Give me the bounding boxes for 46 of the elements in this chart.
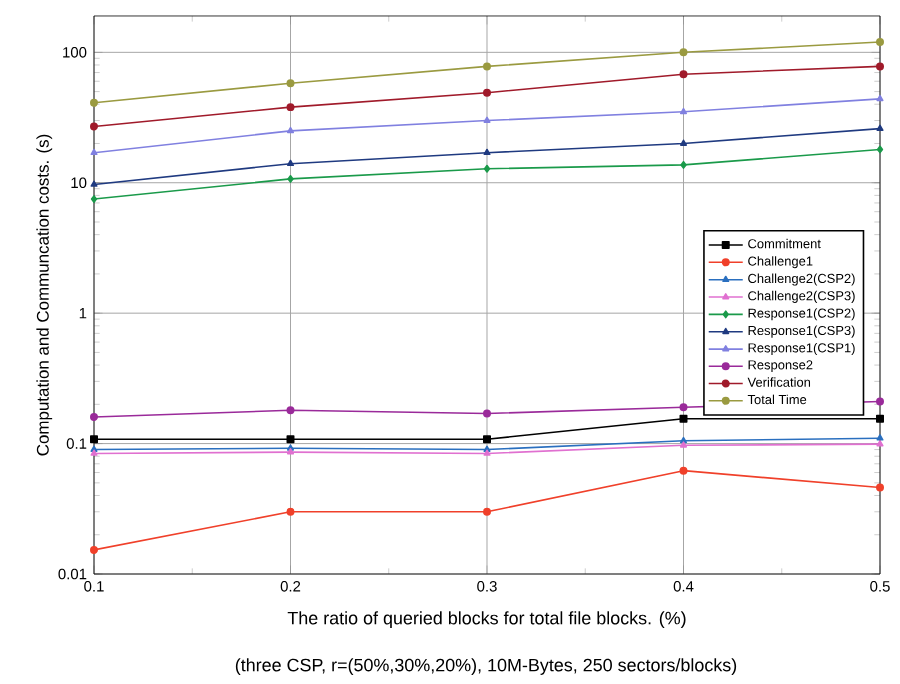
point <box>679 70 688 79</box>
point <box>483 409 491 418</box>
point <box>483 507 491 516</box>
point <box>90 435 98 444</box>
point <box>876 94 884 102</box>
point <box>679 466 688 475</box>
point <box>876 434 884 441</box>
point <box>483 62 491 71</box>
point <box>483 116 491 123</box>
point <box>876 483 884 492</box>
point <box>90 148 98 156</box>
point <box>679 414 688 423</box>
point <box>483 88 491 97</box>
point <box>680 160 687 169</box>
point <box>876 38 884 46</box>
point <box>90 545 98 554</box>
point <box>90 412 98 421</box>
point <box>483 164 491 173</box>
point <box>90 195 98 204</box>
point <box>286 103 295 112</box>
point <box>90 98 98 107</box>
point <box>876 397 884 406</box>
point <box>286 159 295 167</box>
point <box>876 440 884 447</box>
point <box>679 139 688 146</box>
point <box>876 124 884 132</box>
point <box>286 406 295 415</box>
point <box>90 180 98 187</box>
x-axis-title: The ratio of queried blocks for total file blocks. (%) <box>287 611 686 628</box>
point <box>287 174 294 183</box>
point <box>679 48 688 57</box>
point <box>679 403 688 412</box>
point <box>876 62 884 71</box>
y-axis-title: Computation and Communcation costs. (s) <box>36 134 53 456</box>
point <box>286 79 295 88</box>
point <box>679 107 688 115</box>
point <box>679 441 688 448</box>
point <box>483 435 491 444</box>
point <box>876 414 884 423</box>
point <box>90 122 98 131</box>
text: (three CSP, r=(50%,30%,20%), 10M-Bytes, 250 sectors/blocks) <box>235 658 737 675</box>
point <box>483 148 491 156</box>
point <box>876 145 884 154</box>
point <box>286 435 295 444</box>
point <box>286 507 295 516</box>
point <box>286 126 295 134</box>
